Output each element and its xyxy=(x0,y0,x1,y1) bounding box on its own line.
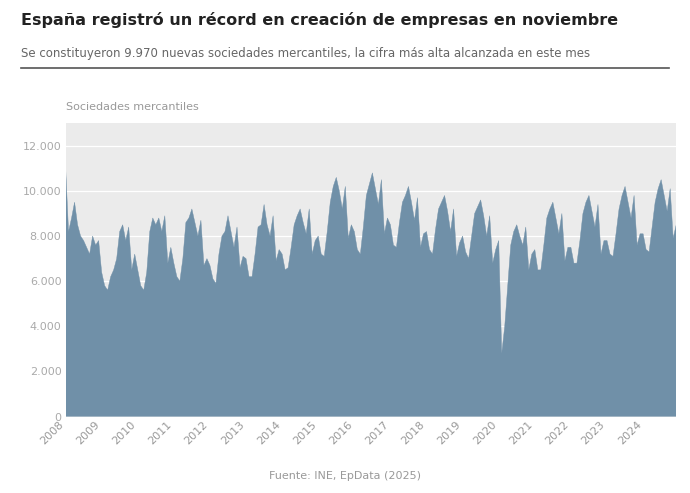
Text: España registró un récord en creación de empresas en noviembre: España registró un récord en creación de… xyxy=(21,12,618,28)
Text: Fuente: INE, EpData (2025): Fuente: INE, EpData (2025) xyxy=(269,471,421,481)
Text: Se constituyeron 9.970 nuevas sociedades mercantiles, la cifra más alta alcanzad: Se constituyeron 9.970 nuevas sociedades… xyxy=(21,47,590,60)
Text: Sociedades mercantiles: Sociedades mercantiles xyxy=(66,102,198,111)
